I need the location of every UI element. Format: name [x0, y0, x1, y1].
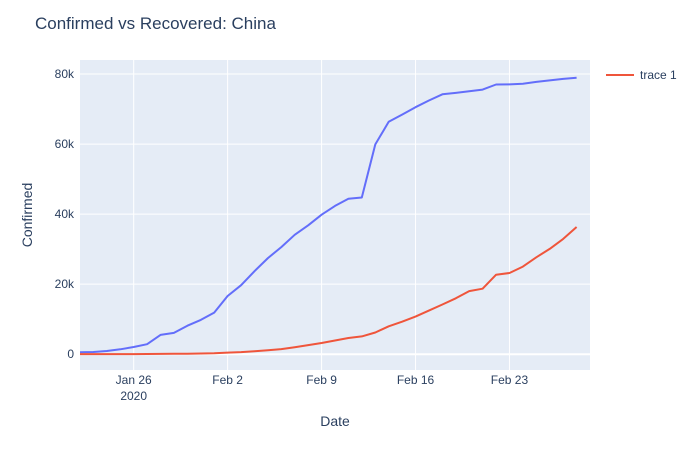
x-tick-label: Feb 9: [306, 373, 337, 387]
legend-label[interactable]: trace 1: [640, 68, 677, 82]
legend[interactable]: trace 1: [606, 68, 677, 82]
axis-ticks: 0 20k 40k 60k 80k Jan 26 2020 Feb 2 Feb 9 Feb 16 F…: [55, 67, 529, 403]
x-tick-label: Feb 2: [212, 373, 243, 387]
x-tick-label: Feb 23: [491, 373, 529, 387]
plot-area: [80, 60, 590, 370]
y-tick-label: 0: [67, 347, 74, 361]
x-tick-label: Feb 16: [397, 373, 435, 387]
chart-title: Confirmed vs Recovered: China: [35, 14, 276, 33]
y-axis-title: Confirmed: [19, 183, 35, 248]
x-axis-title: Date: [320, 413, 350, 429]
y-tick-label: 20k: [55, 277, 75, 291]
y-tick-label: 40k: [55, 207, 75, 221]
y-tick-label: 80k: [55, 67, 75, 81]
y-tick-label: 60k: [55, 137, 75, 151]
x-tick-sublabel: 2020: [120, 389, 147, 403]
series-lines: [79, 76, 578, 356]
x-tick-label: Jan 26: [116, 373, 152, 387]
series-line-unlabeled[interactable]: [79, 76, 577, 354]
series-line-trace-1[interactable]: [80, 226, 578, 356]
